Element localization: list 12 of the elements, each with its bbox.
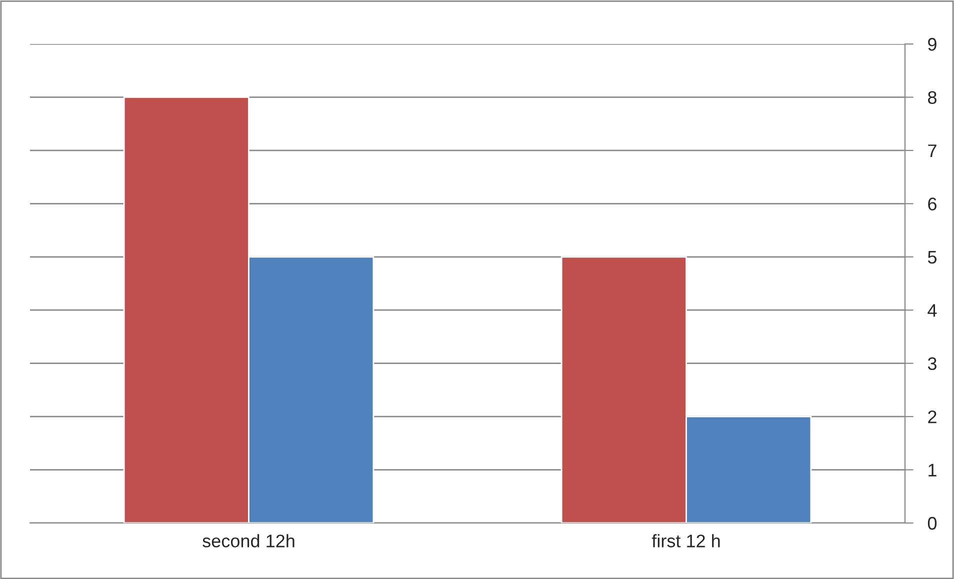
y-tick-label: 5 [928, 251, 937, 264]
y-tick-label: 2 [928, 410, 936, 424]
y-tick-label: 3 [928, 357, 936, 370]
y-tick-label: 8 [928, 91, 936, 104]
x-tick-label: first 12 h [652, 534, 720, 548]
y-tick-label: 0 [928, 516, 937, 530]
x-tick-label: second 12h [202, 534, 294, 548]
y-tick-label: 1 [928, 464, 936, 476]
y-tick-label: 7 [928, 144, 936, 157]
y-tick-label: 6 [928, 198, 936, 210]
y-tick-label: 9 [928, 38, 936, 51]
y-tick-label: 4 [928, 304, 937, 317]
